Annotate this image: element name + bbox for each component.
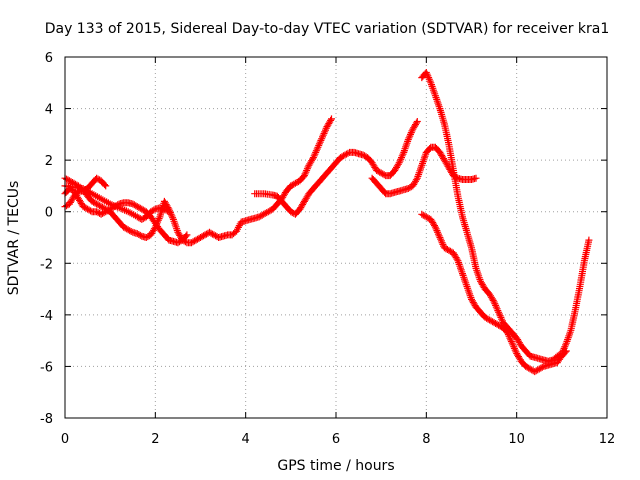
data-marker-trace [418, 210, 570, 376]
y-tick-label: -2 [40, 257, 53, 272]
y-tick-label: 4 [45, 103, 53, 118]
data-markers [61, 69, 593, 376]
y-tick-label: -4 [40, 309, 53, 324]
grid-lines [65, 57, 607, 418]
y-tick-label: -6 [40, 360, 53, 375]
plot-frame [64, 56, 608, 419]
x-tick-label: 4 [242, 432, 250, 447]
x-tick-label: 10 [508, 432, 525, 447]
x-tick-label: 8 [422, 432, 430, 447]
y-tick-label: -8 [40, 412, 53, 427]
data-marker-trace [368, 143, 480, 198]
chart-title: Day 133 of 2015, Sidereal Day-to-day VTE… [45, 21, 610, 37]
x-tick-label: 0 [61, 432, 69, 447]
x-tick-labels: 0 2 4 6 8 10 12 [61, 432, 615, 447]
x-tick-label: 6 [332, 432, 340, 447]
data-marker-trace [418, 69, 593, 365]
y-tick-label: 2 [45, 154, 53, 169]
x-axis-title: GPS time / hours [277, 458, 394, 474]
data-marker-trace [251, 118, 421, 218]
y-tick-label: 0 [45, 206, 53, 221]
y-tick-label: 6 [45, 51, 53, 66]
x-tick-label: 12 [599, 432, 616, 447]
y-axis-title: SDTVAR / TECUs [6, 181, 22, 296]
y-tick-labels: -8 -6 -4 -2 0 2 4 6 [40, 51, 53, 427]
x-tick-label: 2 [151, 432, 159, 447]
